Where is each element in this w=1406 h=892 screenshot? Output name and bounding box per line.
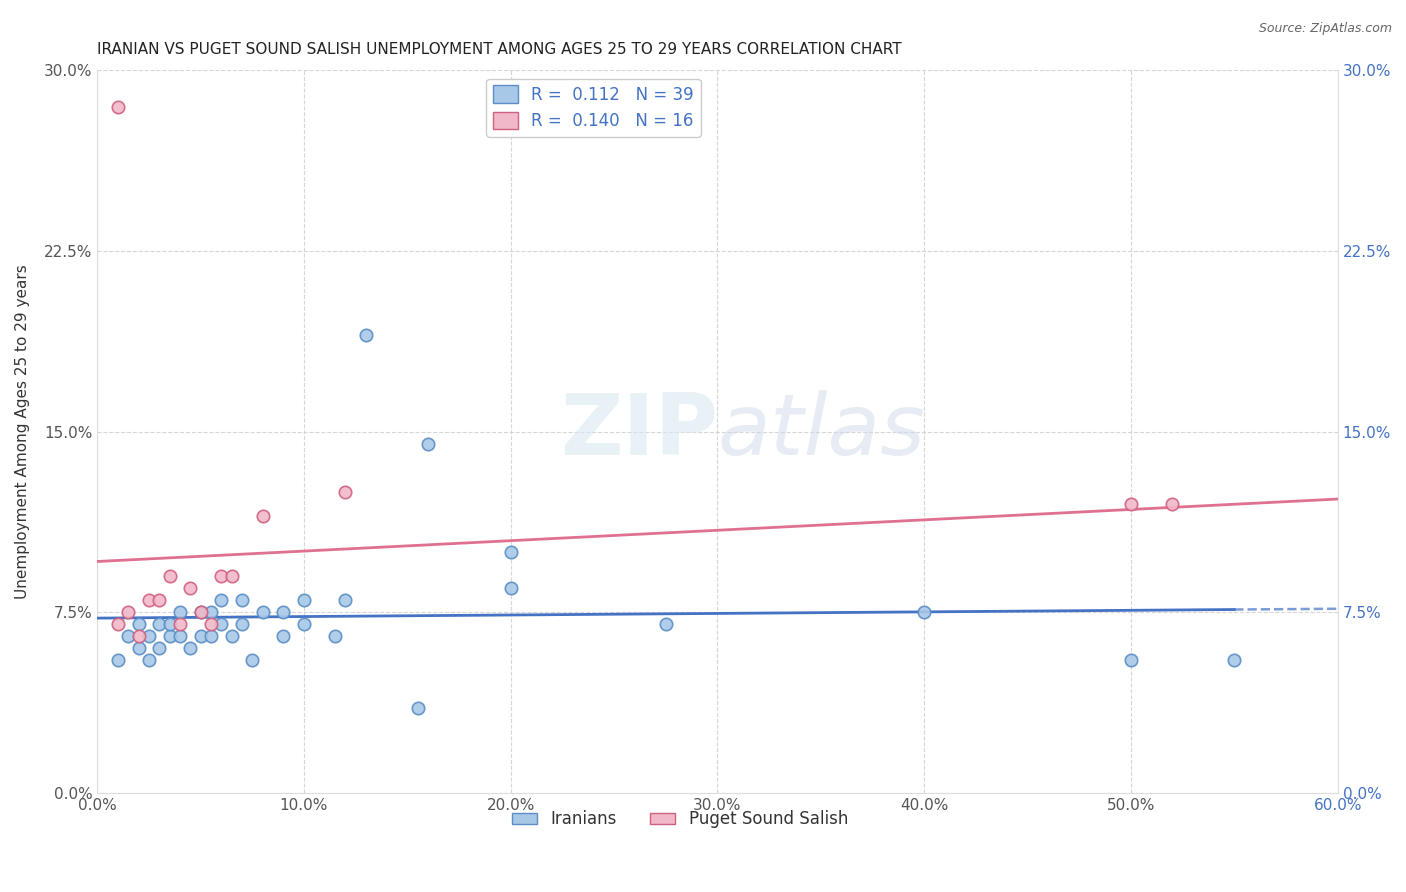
- Point: [271, 629, 294, 643]
- Point: [159, 569, 181, 583]
- Point: [107, 653, 129, 667]
- Point: [406, 701, 429, 715]
- Point: [107, 617, 129, 632]
- Point: [1161, 497, 1184, 511]
- Point: [499, 545, 522, 559]
- Point: [159, 617, 181, 632]
- Point: [148, 617, 170, 632]
- Y-axis label: Unemployment Among Ages 25 to 29 years: Unemployment Among Ages 25 to 29 years: [15, 264, 30, 599]
- Text: ZIP: ZIP: [560, 390, 717, 473]
- Point: [159, 629, 181, 643]
- Point: [200, 629, 222, 643]
- Point: [138, 629, 160, 643]
- Point: [200, 617, 222, 632]
- Point: [148, 593, 170, 607]
- Point: [190, 629, 212, 643]
- Point: [107, 99, 129, 113]
- Point: [128, 617, 150, 632]
- Point: [190, 605, 212, 619]
- Point: [231, 593, 253, 607]
- Point: [209, 569, 232, 583]
- Point: [148, 641, 170, 656]
- Point: [209, 593, 232, 607]
- Point: [1223, 653, 1246, 667]
- Point: [292, 593, 315, 607]
- Point: [179, 581, 201, 595]
- Point: [200, 605, 222, 619]
- Point: [117, 629, 139, 643]
- Point: [209, 617, 232, 632]
- Point: [655, 617, 678, 632]
- Point: [179, 641, 201, 656]
- Point: [221, 629, 243, 643]
- Point: [499, 581, 522, 595]
- Legend: Iranians, Puget Sound Salish: Iranians, Puget Sound Salish: [506, 804, 855, 835]
- Point: [354, 328, 377, 343]
- Point: [252, 508, 274, 523]
- Point: [1119, 497, 1142, 511]
- Point: [221, 569, 243, 583]
- Point: [117, 605, 139, 619]
- Point: [271, 605, 294, 619]
- Point: [231, 617, 253, 632]
- Text: Source: ZipAtlas.com: Source: ZipAtlas.com: [1258, 22, 1392, 36]
- Point: [190, 605, 212, 619]
- Point: [335, 484, 357, 499]
- Point: [138, 593, 160, 607]
- Point: [323, 629, 346, 643]
- Point: [292, 617, 315, 632]
- Point: [128, 641, 150, 656]
- Point: [169, 617, 191, 632]
- Point: [252, 605, 274, 619]
- Point: [138, 653, 160, 667]
- Point: [169, 629, 191, 643]
- Point: [128, 629, 150, 643]
- Point: [169, 605, 191, 619]
- Point: [1119, 653, 1142, 667]
- Text: atlas: atlas: [717, 390, 925, 473]
- Point: [912, 605, 935, 619]
- Text: IRANIAN VS PUGET SOUND SALISH UNEMPLOYMENT AMONG AGES 25 TO 29 YEARS CORRELATION: IRANIAN VS PUGET SOUND SALISH UNEMPLOYME…: [97, 42, 901, 57]
- Point: [335, 593, 357, 607]
- Point: [240, 653, 263, 667]
- Point: [416, 436, 439, 450]
